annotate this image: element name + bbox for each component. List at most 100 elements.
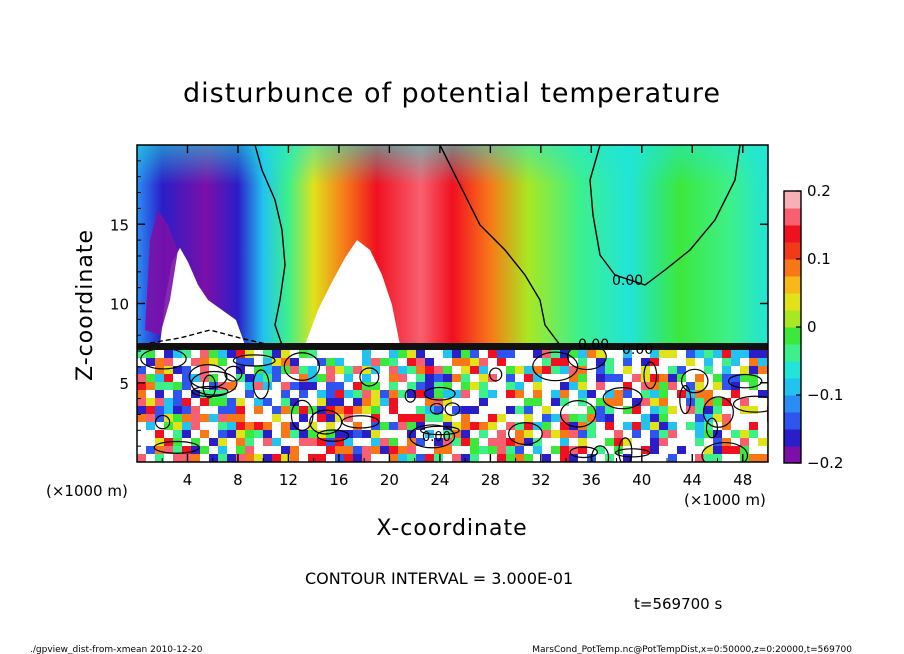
turbulence-cell (443, 398, 453, 407)
x-tick-label: 12 (279, 471, 298, 489)
turbulence-cell (623, 374, 633, 383)
turbulence-cell (470, 414, 480, 423)
turbulence-cell (524, 438, 534, 447)
turbulence-cell (434, 366, 444, 375)
turbulence-cell (380, 446, 390, 455)
turbulence-cell (542, 358, 552, 367)
turbulence-cell (146, 430, 156, 439)
turbulence-cell (155, 366, 165, 375)
turbulence-cell (587, 438, 597, 447)
turbulence-cell (164, 446, 174, 455)
turbulence-cell (389, 454, 399, 462)
turbulence-cell (146, 414, 156, 423)
turbulence-cell (380, 430, 390, 439)
turbulence-cell (362, 438, 372, 447)
turbulence-cell (407, 454, 417, 462)
turbulence-cell (281, 398, 291, 407)
y-tick-label: 10 (110, 296, 129, 314)
turbulence-cell (578, 406, 588, 415)
turbulence-cell (614, 438, 624, 447)
turbulence-cell (515, 406, 525, 415)
turbulence-cell (713, 406, 723, 415)
turbulence-cell (317, 454, 327, 462)
turbulence-cell (506, 406, 516, 415)
turbulence-cell (677, 390, 687, 399)
turbulence-cell (254, 406, 264, 415)
turbulence-cell (569, 414, 579, 423)
turbulence-cell (506, 438, 516, 447)
turbulence-cell (578, 350, 588, 359)
turbulence-cell (605, 350, 615, 359)
turbulence-cell (632, 430, 642, 439)
contour-loop (444, 402, 461, 416)
contour-loop (489, 367, 503, 382)
turbulence-cell (326, 350, 336, 359)
turbulence-cell (299, 358, 309, 367)
turbulence-cell (677, 422, 687, 431)
turbulence-cell (740, 390, 750, 399)
turbulence-cell (524, 398, 534, 407)
turbulence-cell (371, 374, 381, 383)
turbulence-cell (281, 382, 291, 391)
turbulence-cell (371, 358, 381, 367)
turbulence-cell (434, 454, 444, 462)
turbulence-cell (605, 390, 615, 399)
turbulence-cell (236, 406, 246, 415)
turbulence-cell (722, 398, 732, 407)
turbulence-cell (650, 350, 660, 359)
x-tick-label: 24 (430, 471, 449, 489)
turbulence-cell (434, 414, 444, 423)
turbulence-cell (623, 358, 633, 367)
turbulence-cell (173, 390, 183, 399)
turbulence-cell (659, 382, 669, 391)
turbulence-cell (254, 454, 264, 462)
turbulence-cell (200, 366, 210, 375)
turbulence-cell (569, 366, 579, 375)
turbulence-cell (362, 446, 372, 455)
turbulence-cell (263, 398, 273, 407)
turbulence-cell (263, 438, 273, 447)
turbulence-cell (281, 438, 291, 447)
turbulence-cell (749, 382, 759, 391)
turbulence-cell (524, 430, 534, 439)
turbulence-cell (650, 374, 660, 383)
turbulence-cell (290, 398, 300, 407)
turbulence-cell (335, 430, 345, 439)
turbulence-cell (137, 430, 147, 439)
turbulence-cell (632, 358, 642, 367)
turbulence-cell (713, 430, 723, 439)
turbulence-cell (605, 422, 615, 431)
turbulence-cell (470, 406, 480, 415)
turbulence-cell (308, 390, 318, 399)
turbulence-cell (344, 374, 354, 383)
turbulence-cell (677, 398, 687, 407)
turbulence-cell (299, 446, 309, 455)
turbulence-cell (281, 414, 291, 423)
turbulence-cell (272, 454, 282, 462)
turbulence-cell (740, 374, 750, 383)
turbulence-cell (515, 430, 525, 439)
turbulence-cell (380, 350, 390, 359)
turbulence-cell (200, 350, 210, 359)
turbulence-cell (245, 446, 255, 455)
turbulence-cell (749, 358, 759, 367)
turbulence-cell (479, 446, 489, 455)
contour-label: 0.00 (422, 430, 451, 445)
turbulence-cell (227, 398, 237, 407)
turbulence-cell (461, 398, 471, 407)
turbulence-cell (650, 438, 660, 447)
turbulence-cell (740, 438, 750, 447)
turbulence-cell (542, 390, 552, 399)
turbulence-cell (614, 390, 624, 399)
turbulence-cell (299, 390, 309, 399)
turbulence-cell (218, 382, 228, 391)
turbulence-cell (200, 398, 210, 407)
turbulence-cell (227, 350, 237, 359)
turbulence-cell (200, 358, 210, 367)
turbulence-cell (758, 358, 768, 367)
turbulence-cell (461, 350, 471, 359)
turbulence-cell (749, 422, 759, 431)
turbulence-cell (731, 350, 741, 359)
turbulence-cell (641, 438, 651, 447)
turbulence-cell (659, 414, 669, 423)
